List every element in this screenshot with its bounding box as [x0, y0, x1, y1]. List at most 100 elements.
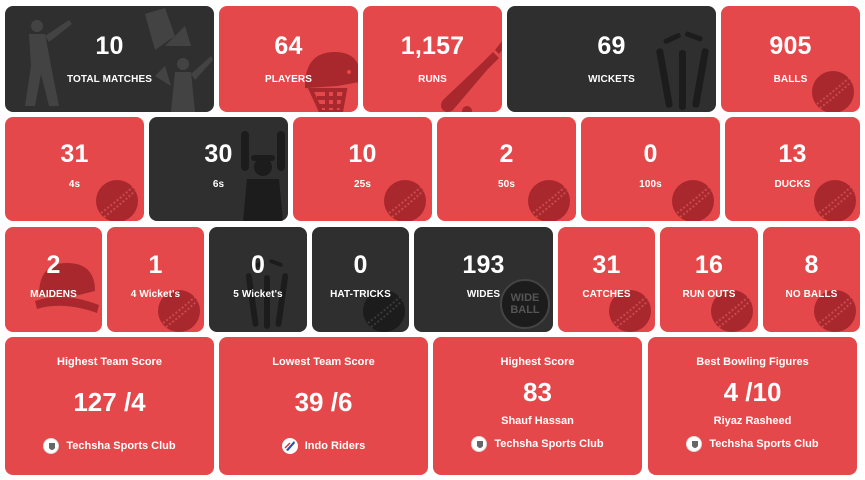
stat-catches: 31 CATCHES: [558, 227, 655, 332]
card-value: 83: [523, 377, 552, 407]
team-logo-icon: [281, 438, 298, 454]
stat-label: TOTAL MATCHES: [66, 74, 152, 85]
wide-ball-icon: WIDE BALL: [500, 279, 550, 329]
cricket-helmet-icon: [304, 51, 358, 112]
stat-value: 13: [778, 140, 807, 168]
stat-four-wickets: 1 4 Wicket's: [107, 227, 204, 332]
cricket-ball-icon: [814, 290, 856, 332]
stat-label: MAIDENS: [30, 289, 77, 300]
stat-twentyfives: 10 25s: [293, 117, 432, 221]
cricket-ball-icon: [96, 180, 138, 221]
stat-balls: 905 BALLS: [721, 6, 860, 112]
team-name: Techsha Sports Club: [709, 438, 819, 450]
stat-value: 0: [353, 251, 368, 279]
stat-value: 2: [499, 140, 514, 168]
team-row: Techsha Sports Club: [433, 436, 642, 452]
highest-team-score-card: Highest Team Score 127 /4 Techsha Sports…: [5, 337, 214, 475]
player-name: Shauf Hassan: [501, 415, 574, 427]
wide-ball-line1: WIDE: [510, 292, 540, 304]
stat-no-balls: 8 NO BALLS: [763, 227, 860, 332]
stat-hundreds: 0 100s: [581, 117, 720, 221]
cricket-ball-icon: [384, 180, 426, 221]
cricket-helmet-icon: [35, 263, 99, 313]
team-logo-icon: [686, 436, 703, 452]
cricket-ball-icon: [812, 71, 854, 112]
cricket-ball-icon: [814, 180, 856, 221]
card-value: 39 /6: [294, 387, 353, 417]
card-title: Best Bowling Figures: [696, 356, 809, 368]
stat-value: 8: [804, 251, 819, 279]
player-name: Riyaz Rasheed: [713, 415, 792, 427]
stat-label: HAT-TRICKS: [330, 289, 391, 300]
stat-value: 10: [348, 140, 377, 168]
stat-label: 4s: [68, 179, 81, 190]
stumps-icon: [656, 31, 709, 110]
cricket-bat-icon: [441, 41, 502, 112]
stat-label: RUNS: [418, 74, 447, 85]
stat-value: 905: [769, 32, 812, 60]
stat-value: 31: [60, 140, 89, 168]
cricket-ball-icon: [672, 180, 714, 221]
stat-value: 2: [46, 251, 61, 279]
stat-value: 31: [592, 251, 621, 279]
highest-score-card: Highest Score 83 Shauf Hassan Techsha Sp…: [433, 337, 642, 475]
card-value: 127 /4: [73, 387, 146, 417]
stat-label: 5 Wicket's: [233, 289, 283, 300]
card-title: Highest Team Score: [57, 356, 162, 368]
stat-label: 50s: [498, 179, 515, 190]
wide-ball-line2: BALL: [510, 304, 540, 316]
stat-label: 100s: [639, 179, 662, 190]
stat-five-wickets: 0 5 Wicket's: [209, 227, 307, 332]
team-row: Techsha Sports Club: [5, 438, 214, 454]
stat-value: 0: [250, 251, 266, 279]
team-name: Indo Riders: [304, 440, 366, 452]
stat-hat-tricks: 0 HAT-TRICKS: [312, 227, 409, 332]
stat-wides: WIDE BALL 193 WIDES: [414, 227, 553, 332]
stat-label: NO BALLS: [785, 289, 838, 300]
cricket-ball-icon: [711, 290, 753, 332]
stat-runs: 1,157 RUNS: [363, 6, 502, 112]
cricket-ball-icon: [158, 290, 200, 332]
cricket-ball-icon: [528, 180, 570, 221]
stat-label: CATCHES: [582, 289, 631, 300]
lowest-team-score-card: Lowest Team Score 39 /6 Indo Riders: [219, 337, 428, 475]
team-logo-icon: [471, 436, 488, 452]
stat-fifties: 2 50s: [437, 117, 576, 221]
stat-label: BALLS: [773, 74, 808, 85]
stat-sixes: 30 6s: [149, 117, 288, 221]
stat-label: DUCKS: [774, 179, 811, 190]
stat-value: 10: [95, 32, 124, 60]
stumps-icon: [245, 259, 289, 329]
stat-label: WIDES: [466, 289, 501, 300]
stat-value: 1: [148, 251, 163, 279]
stat-value: 69: [597, 32, 626, 60]
best-bowling-card: Best Bowling Figures 4 /10 Riyaz Rasheed…: [648, 337, 857, 475]
stat-label: 25s: [354, 179, 371, 190]
card-title: Highest Score: [500, 356, 575, 368]
team-name: Techsha Sports Club: [494, 438, 604, 450]
stat-value: 1,157: [400, 32, 465, 60]
stat-fours: 31 4s: [5, 117, 144, 221]
stat-value: 30: [204, 140, 233, 168]
team-row: Techsha Sports Club: [648, 436, 857, 452]
stat-run-outs: 16 RUN OUTS: [660, 227, 758, 332]
stat-label: PLAYERS: [264, 74, 312, 85]
stat-label: 6s: [212, 179, 225, 190]
stat-total-matches: 10 TOTAL MATCHES: [5, 6, 214, 112]
stat-wickets: 69 WICKETS: [507, 6, 716, 112]
stat-maidens: 2 MAIDENS: [5, 227, 102, 332]
team-row: Indo Riders: [219, 438, 428, 454]
stat-value: 0: [643, 140, 658, 168]
cricket-ball-icon: [363, 290, 405, 332]
card-title: Lowest Team Score: [272, 356, 375, 368]
umpire-six-signal-icon: [241, 131, 285, 221]
cricket-ball-icon: [609, 290, 651, 332]
stat-value: 64: [274, 32, 303, 60]
stat-value: 16: [694, 251, 724, 279]
stat-value: 193: [462, 251, 505, 279]
card-value: 4 /10: [723, 377, 782, 407]
stat-label: WICKETS: [588, 74, 635, 85]
batsman-silhouette-icon: [25, 8, 213, 112]
stat-players: 64 PLAYERS: [219, 6, 358, 112]
team-logo-icon: [43, 438, 60, 454]
